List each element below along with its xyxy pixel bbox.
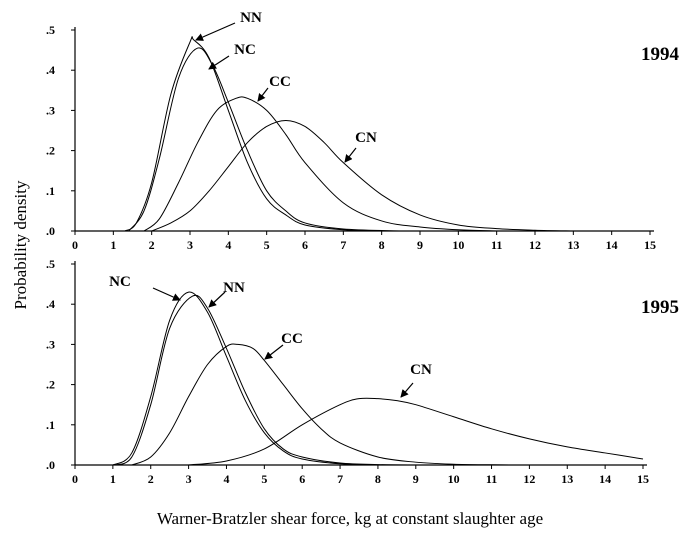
panel-1994: 0 1 2 3 4 5 6 7 8 9 10 11 12 13 14 15.0.1.2.3.4.5NNNCCC… <box>46 10 680 252</box>
annotation-arrow-nn <box>195 22 236 41</box>
panel-title: 1994 <box>641 44 680 65</box>
x-tick-label: 15 <box>644 238 656 252</box>
annotation-cn: CN <box>355 130 377 146</box>
y-tick-label: .1 <box>46 184 55 198</box>
x-tick-label: 13 <box>567 238 579 252</box>
series-line-cc <box>131 343 515 466</box>
y-tick-label: .5 <box>46 23 55 37</box>
x-tick-label: 14 <box>606 238 618 252</box>
panel-title: 1995 <box>641 297 679 318</box>
annotation-nc: NC <box>109 274 131 290</box>
x-tick-label: 4 <box>223 472 229 486</box>
series-line-cn <box>151 119 574 232</box>
series-line-nc <box>112 291 378 466</box>
x-tick-label: 11 <box>486 472 497 486</box>
x-tick-label: 0 <box>72 238 78 252</box>
annotation-arrow-nc <box>208 55 230 70</box>
x-tick-label: 11 <box>491 238 502 252</box>
x-tick-label: 7 <box>340 238 346 252</box>
x-tick-label: 6 <box>302 238 308 252</box>
x-tick-label: 3 <box>186 472 192 486</box>
panel-1995: 0 1 2 3 4 5 6 7 8 9 10 11 12 13 14 15.0.1.2.3.4.5NC NNCC… <box>46 257 679 486</box>
y-tick-label: .1 <box>46 418 55 432</box>
x-tick-label: 5 <box>264 238 270 252</box>
series-line-nc <box>128 47 401 232</box>
annotation-nn: NN <box>223 280 245 296</box>
annotation-nc: NC <box>234 42 256 58</box>
x-tick-label: 8 <box>375 472 381 486</box>
x-tick-label: 0 <box>72 472 78 486</box>
y-tick-label: .2 <box>46 378 55 392</box>
x-tick-label: 5 <box>261 472 267 486</box>
x-tick-label: 10 <box>448 472 460 486</box>
x-tick-label: 9 <box>417 238 423 252</box>
x-tick-label: 14 <box>599 472 611 486</box>
x-tick-label: 12 <box>529 238 541 252</box>
y-tick-label: .0 <box>46 224 55 238</box>
annotation-cc: CC <box>269 74 291 90</box>
annotation-cc: CC <box>281 331 303 347</box>
x-tick-label: 2 <box>148 472 154 486</box>
y-tick-label: .4 <box>46 63 55 77</box>
y-axis-label: Probability density <box>11 180 30 309</box>
annotation-nn: NN <box>240 10 262 26</box>
x-tick-label: 3 <box>187 238 193 252</box>
annotation-cn: CN <box>410 362 432 378</box>
y-tick-label: .4 <box>46 297 55 311</box>
x-tick-label: 6 <box>299 472 305 486</box>
x-tick-label: 13 <box>561 472 573 486</box>
annotation-arrow-cn <box>344 147 357 163</box>
series-line-cn <box>188 397 644 466</box>
annotation-arrow-nn <box>208 291 226 308</box>
series-line-nn <box>112 294 416 466</box>
y-tick-label: .2 <box>46 144 55 158</box>
annotation-arrow-cn <box>400 382 414 398</box>
series-line-cc <box>143 96 497 232</box>
x-tick-label: 10 <box>452 238 464 252</box>
x-tick-label: 2 <box>149 238 155 252</box>
annotation-arrow-cc <box>264 344 284 360</box>
x-tick-label: 12 <box>523 472 535 486</box>
y-tick-label: .0 <box>46 458 55 472</box>
x-tick-label: 4 <box>225 238 231 252</box>
series-line-nn <box>124 36 382 232</box>
x-tick-label: 7 <box>337 472 343 486</box>
x-axis-label: Warner-Bratzler shear force, kg at const… <box>157 509 543 528</box>
annotation-arrow-nc <box>152 287 181 301</box>
x-tick-label: 1 <box>110 238 116 252</box>
y-tick-label: .5 <box>46 257 55 271</box>
y-tick-label: .3 <box>46 103 55 117</box>
x-tick-label: 1 <box>110 472 116 486</box>
x-tick-label: 15 <box>637 472 649 486</box>
x-tick-label: 8 <box>379 238 385 252</box>
annotation-arrow-cc <box>257 87 269 102</box>
y-tick-label: .3 <box>46 337 55 351</box>
x-tick-label: 9 <box>413 472 419 486</box>
